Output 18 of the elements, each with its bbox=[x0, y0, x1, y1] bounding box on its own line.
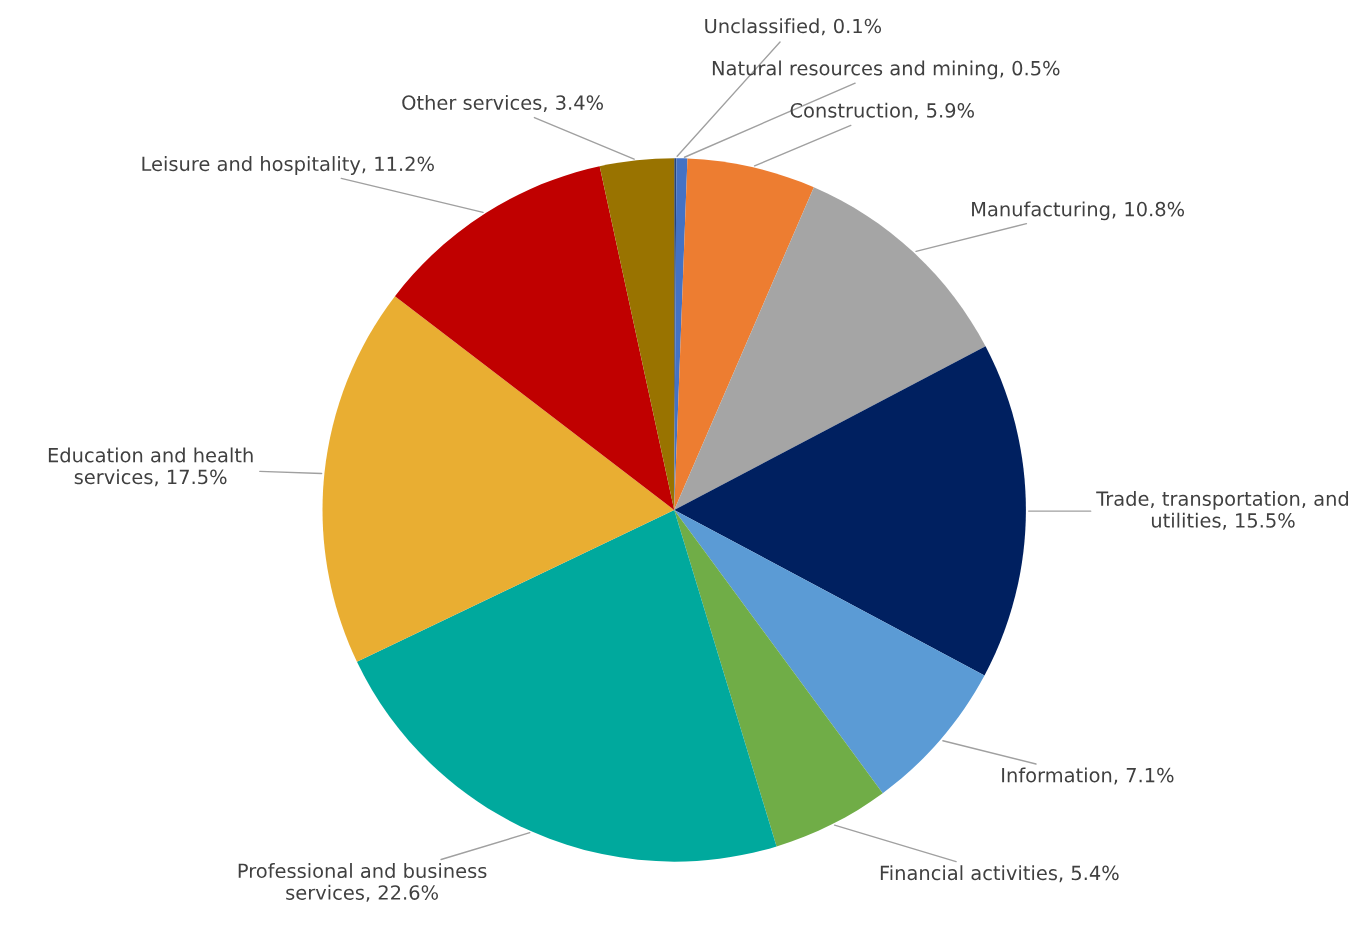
slice-label: Construction, 5.9% bbox=[790, 102, 974, 120]
slice-label: Education and health services, 17.5% bbox=[48, 447, 253, 487]
slice-label: Other services, 3.4% bbox=[402, 94, 604, 112]
pie-slice bbox=[674, 509, 883, 847]
slice-label: Financial activities, 5.4% bbox=[880, 865, 1119, 883]
slice-label: Professional and business services, 22.6% bbox=[238, 863, 487, 902]
slice-label: Unclassified, 0.1% bbox=[705, 18, 882, 36]
pie-slice bbox=[674, 346, 1026, 676]
slice-label: Trade, transportation, and utilities, 15.5% bbox=[1096, 490, 1349, 530]
pie-slice bbox=[599, 158, 675, 510]
pie-slice bbox=[674, 509, 985, 794]
slice-label: Natural resources and mining, 0.5% bbox=[712, 60, 1060, 80]
pie-slice bbox=[674, 158, 814, 510]
slice-label: Leisure and hospitality, 11.2% bbox=[142, 156, 434, 175]
pie-slice bbox=[356, 509, 777, 862]
slice-label: Information, 7.1% bbox=[1002, 767, 1174, 785]
pie-slice bbox=[322, 296, 675, 662]
slice-label: Manufacturing, 10.8% bbox=[972, 201, 1185, 221]
